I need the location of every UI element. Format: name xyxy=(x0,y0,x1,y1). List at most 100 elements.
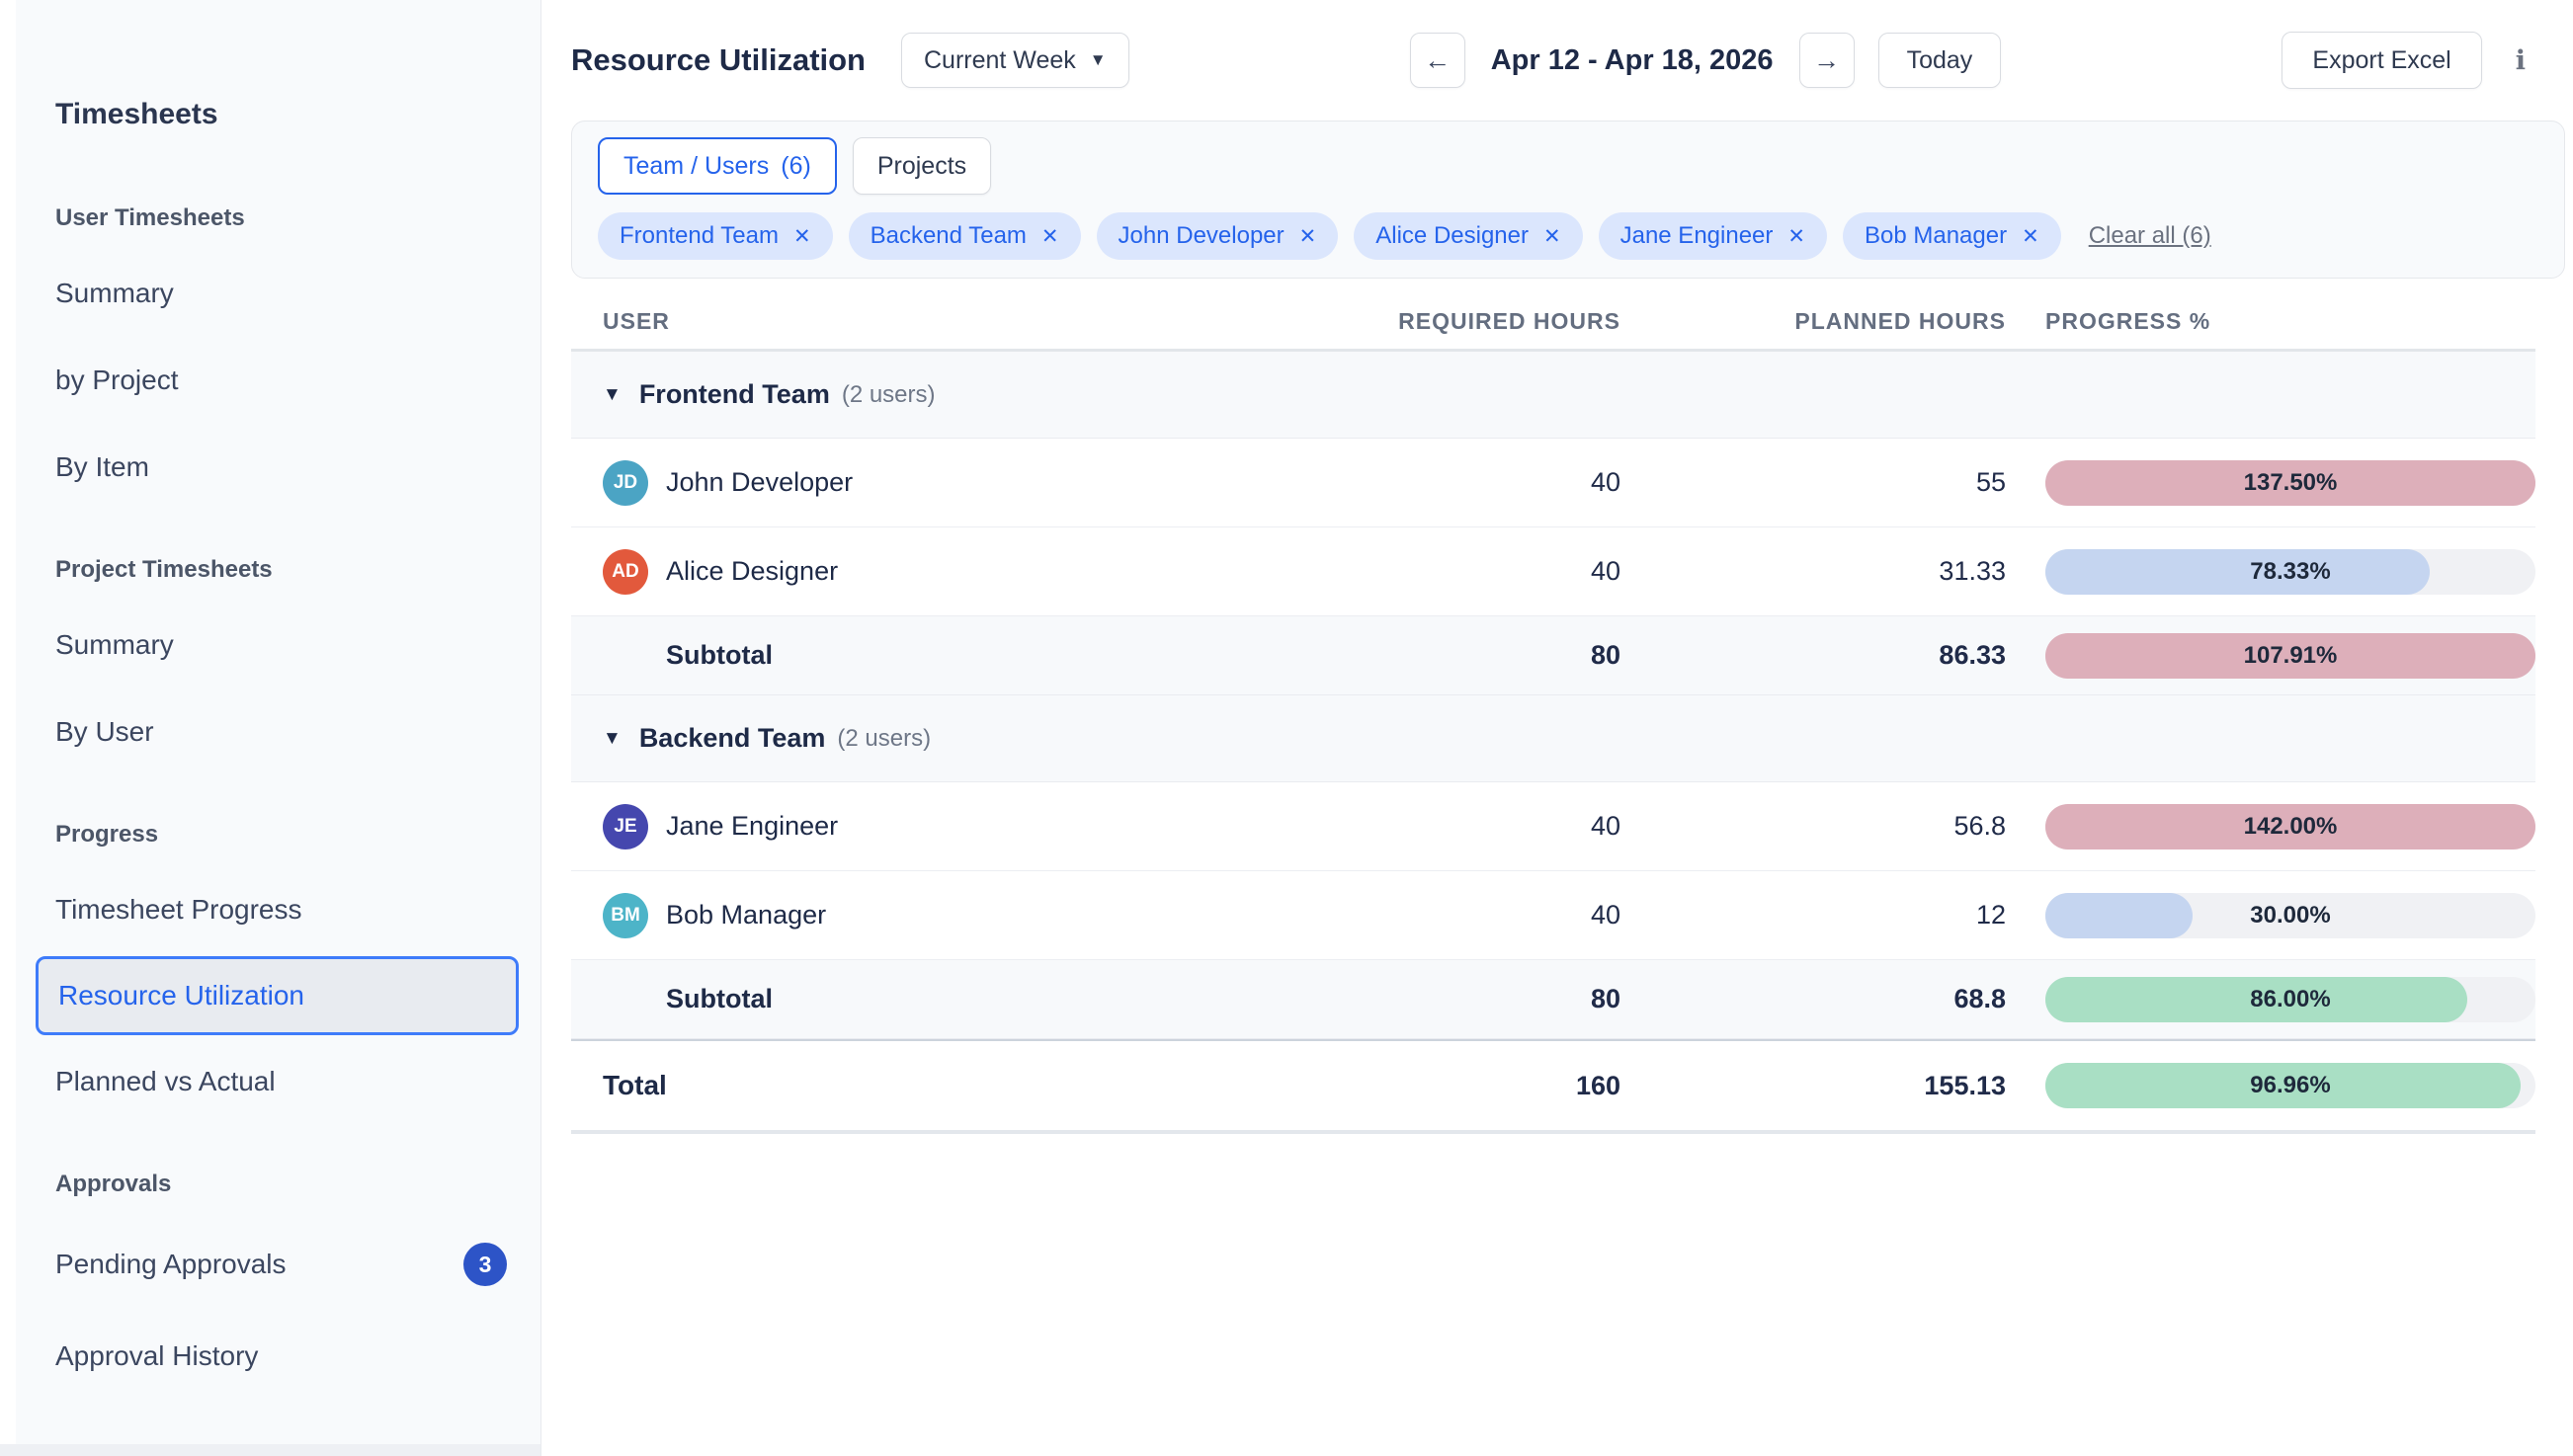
caret-down-icon: ▼ xyxy=(1089,50,1107,69)
sidebar-section-project-timesheets: Project Timesheets Summary By User xyxy=(0,555,540,749)
group-name: Backend Team xyxy=(638,723,826,753)
sidebar-item-by-item[interactable]: By Item xyxy=(55,451,149,482)
sidebar-item-timesheet-progress[interactable]: Timesheet Progress xyxy=(55,894,302,925)
close-icon[interactable]: ✕ xyxy=(792,224,811,248)
info-icon[interactable]: i xyxy=(2515,44,2527,76)
progress-value: 78.33% xyxy=(2250,557,2331,585)
sidebar-item-resource-utilization[interactable]: Resource Utilization xyxy=(36,956,519,1035)
subtotal-row-frontend-team: Subtotal 80 86.33 107.91% xyxy=(571,616,2535,695)
total-label: Total xyxy=(603,1070,667,1100)
planned-hours-value: 12 xyxy=(1975,900,2006,930)
sidebar-bottom-strip xyxy=(0,1444,540,1456)
period-selector-button[interactable]: Current Week ▼ xyxy=(901,33,1129,88)
chip-bob-manager[interactable]: Bob Manager ✕ xyxy=(1842,212,2061,260)
user-name: John Developer xyxy=(666,467,854,497)
group-row-backend-team[interactable]: ▼ Backend Team (2 users) xyxy=(571,695,2535,782)
group-row-frontend-team[interactable]: ▼ Frontend Team (2 users) xyxy=(571,352,2535,439)
sidebar-heading-approvals: Approvals xyxy=(55,1171,172,1197)
progress-value: 142.00% xyxy=(2243,812,2338,840)
tab-team-users-label: Team / Users xyxy=(623,151,770,180)
close-icon[interactable]: ✕ xyxy=(1298,224,1317,248)
table-row-john-developer: JD John Developer 40 55 137.50% xyxy=(571,439,2535,527)
progress-bar-fill xyxy=(2045,1063,2521,1108)
progress-value: 137.50% xyxy=(2243,468,2338,496)
today-button[interactable]: Today xyxy=(1877,33,2002,88)
clear-all-link[interactable]: Clear all (6) xyxy=(2088,222,2211,249)
progress-value: 30.00% xyxy=(2250,901,2331,929)
sidebar-item-label: Pending Approvals xyxy=(55,1249,287,1279)
planned-hours-subtotal: 68.8 xyxy=(1953,984,2006,1013)
close-icon[interactable]: ✕ xyxy=(2022,224,2039,248)
sidebar-section-progress: Progress Timesheet Progress Resource Uti… xyxy=(0,820,540,1098)
chip-label: John Developer xyxy=(1118,222,1285,249)
group-name: Frontend Team xyxy=(638,379,830,409)
required-hours-subtotal: 80 xyxy=(1590,984,1620,1013)
sidebar-item-summary-project[interactable]: Summary xyxy=(55,629,174,660)
close-icon[interactable]: ✕ xyxy=(1542,224,1561,248)
chip-backend-team[interactable]: Backend Team ✕ xyxy=(848,212,1081,260)
progress-bar: 78.33% xyxy=(2045,548,2535,595)
sidebar-heading-project-timesheets: Project Timesheets xyxy=(55,556,273,583)
topbar: Resource Utilization Current Week ▼ ← Ap… xyxy=(541,0,2573,121)
progress-bar: 30.00% xyxy=(2045,892,2535,938)
user-name: Alice Designer xyxy=(666,556,839,586)
arrow-right-icon: → xyxy=(1813,44,1841,75)
table-row-alice-designer: AD Alice Designer 40 31.33 78.33% xyxy=(571,527,2535,616)
filter-chips-row: Frontend Team ✕ Backend Team ✕ John Deve… xyxy=(598,212,2538,260)
chip-jane-engineer[interactable]: Jane Engineer ✕ xyxy=(1598,212,1827,260)
sidebar-item-summary-user[interactable]: Summary xyxy=(55,278,174,308)
main-content: Resource Utilization Current Week ▼ ← Ap… xyxy=(541,0,2573,1456)
subtotal-row-backend-team: Subtotal 80 68.8 86.00% xyxy=(571,960,2535,1039)
progress-bar-fill xyxy=(2045,548,2430,595)
avatar: AD xyxy=(603,548,648,595)
required-hours-value: 40 xyxy=(1590,900,1620,930)
sidebar-item-by-user[interactable]: By User xyxy=(55,716,154,747)
progress-bar-fill xyxy=(2045,459,2535,506)
chip-alice-designer[interactable]: Alice Designer ✕ xyxy=(1354,212,1583,260)
planned-hours-subtotal: 86.33 xyxy=(1939,640,2006,670)
filter-tabs: Team / Users (6) Projects xyxy=(598,137,2538,195)
tab-team-users[interactable]: Team / Users (6) xyxy=(598,137,837,195)
table-row-jane-engineer: JE Jane Engineer 40 56.8 142.00% xyxy=(571,782,2535,871)
progress-bar-fill xyxy=(2045,803,2535,849)
next-week-button[interactable]: → xyxy=(1798,33,1855,88)
chip-frontend-team[interactable]: Frontend Team ✕ xyxy=(598,212,833,260)
prev-week-button[interactable]: ← xyxy=(1409,33,1465,88)
progress-value: 96.96% xyxy=(2250,1072,2331,1098)
planned-hours-total: 155.13 xyxy=(1924,1070,2006,1100)
sidebar-section-user-timesheets: User Timesheets Summary by Project By It… xyxy=(0,203,540,484)
close-icon[interactable]: ✕ xyxy=(1040,224,1059,248)
avatar: JD xyxy=(603,459,648,506)
column-header-user: USER xyxy=(603,308,670,334)
chip-john-developer[interactable]: John Developer ✕ xyxy=(1096,212,1339,260)
progress-bar-fill xyxy=(2045,892,2193,938)
filter-card: Team / Users (6) Projects Frontend Team … xyxy=(571,121,2565,279)
tab-projects[interactable]: Projects xyxy=(852,137,992,195)
sidebar-item-approval-history[interactable]: Approval History xyxy=(55,1340,259,1371)
progress-bar: 96.96% xyxy=(2045,1063,2535,1108)
column-header-progress: PROGRESS % xyxy=(2045,308,2211,334)
progress-bar: 86.00% xyxy=(2045,976,2535,1022)
sidebar-item-by-project[interactable]: by Project xyxy=(55,364,179,395)
table-header-row: USER REQUIRED HOURS PLANNED HOURS PROGRE… xyxy=(571,294,2535,352)
subtotal-label: Subtotal xyxy=(666,640,773,670)
sidebar-item-pending-approvals[interactable]: Pending Approvals 3 xyxy=(55,1243,507,1286)
progress-bar-fill xyxy=(2045,632,2535,679)
required-hours-total: 160 xyxy=(1575,1070,1620,1100)
avatar: JE xyxy=(603,803,648,849)
chip-label: Alice Designer xyxy=(1375,222,1529,249)
planned-hours-value: 55 xyxy=(1975,467,2006,497)
collapse-triangle-icon[interactable]: ▼ xyxy=(603,383,622,405)
export-excel-button[interactable]: Export Excel xyxy=(2282,32,2482,89)
close-icon[interactable]: ✕ xyxy=(1787,224,1805,248)
required-hours-value: 40 xyxy=(1590,467,1620,497)
sidebar-section-approvals: Approvals Pending Approvals 3 Approval H… xyxy=(0,1170,540,1373)
sidebar: Timesheets User Timesheets Summary by Pr… xyxy=(0,0,541,1456)
column-header-planned-hours: PLANNED HOURS xyxy=(1794,308,2006,334)
total-row: Total 160 155.13 96.96% xyxy=(571,1039,2535,1134)
collapse-triangle-icon[interactable]: ▼ xyxy=(603,727,622,749)
arrow-left-icon: ← xyxy=(1424,44,1452,75)
sidebar-item-planned-vs-actual[interactable]: Planned vs Actual xyxy=(55,1066,276,1096)
date-range-label: Apr 12 - Apr 18, 2026 xyxy=(1490,43,1774,76)
